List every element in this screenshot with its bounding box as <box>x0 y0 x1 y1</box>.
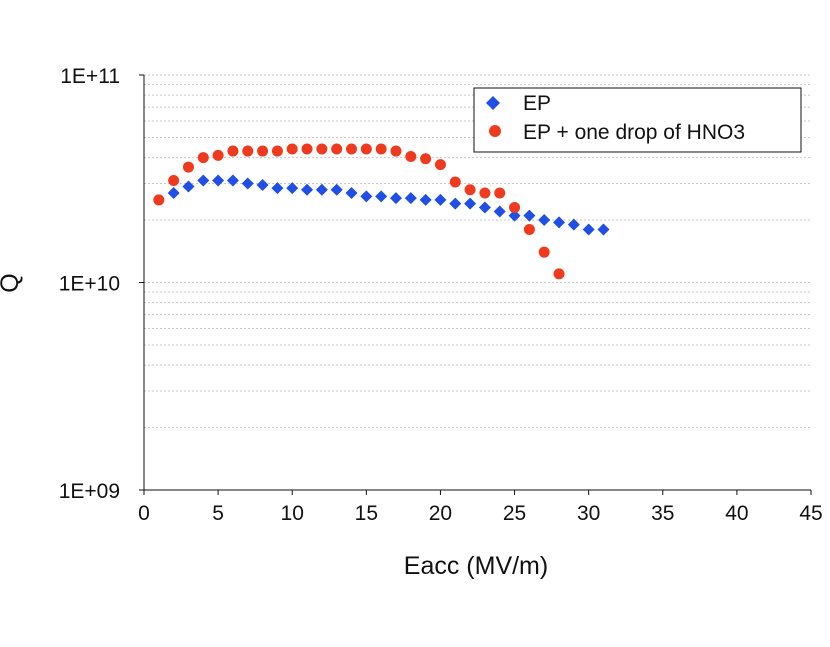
hno3-data-point <box>227 145 239 157</box>
ep-data-point <box>241 177 254 190</box>
y-tick-label: 1E+09 <box>59 480 120 503</box>
hno3-data-point <box>360 143 372 155</box>
legend-box <box>473 87 802 153</box>
hno3-data-point <box>331 143 343 155</box>
x-tick-label: 15 <box>355 502 378 525</box>
ep-data-point <box>434 193 447 206</box>
ep-data-point <box>404 192 417 205</box>
data-points <box>153 143 610 280</box>
hno3-data-point <box>375 143 387 155</box>
axes <box>139 74 812 495</box>
x-tick-label: 35 <box>651 502 674 525</box>
ep-data-point <box>256 179 269 192</box>
x-tick-label: 20 <box>429 502 452 525</box>
hno3-data-point <box>464 184 476 196</box>
ep-data-point <box>597 223 610 236</box>
hno3-data-point <box>346 143 358 155</box>
ep-data-point <box>182 180 195 193</box>
hno3-data-point <box>242 145 254 157</box>
hno3-data-point <box>301 143 313 155</box>
hno3-data-point <box>212 149 224 161</box>
hno3-data-point <box>257 145 269 157</box>
ep-data-point <box>464 197 477 210</box>
ep-data-point <box>419 193 432 206</box>
x-tick-label: 25 <box>503 502 526 525</box>
ep-data-point <box>330 183 343 196</box>
legend: EP EP + one drop of HNO3 <box>473 87 802 153</box>
ep-data-point <box>582 223 595 236</box>
ep-data-point <box>315 183 328 196</box>
ep-data-point <box>212 174 225 187</box>
legend-ep-label: EP <box>523 92 551 115</box>
tick-labels: 0 5 10 15 20 25 30 35 40 45 1E+09 1E+10 1E+11 <box>59 65 823 525</box>
x-tick-label: 30 <box>577 502 600 525</box>
ep-data-point <box>375 190 388 203</box>
x-tick-label: 40 <box>725 502 748 525</box>
hno3-data-point <box>509 201 521 213</box>
x-tick-label: 10 <box>281 502 304 525</box>
ep-data-point <box>508 209 521 222</box>
hno3-data-point <box>523 224 535 236</box>
x-tick-label: 45 <box>799 502 822 525</box>
ep-data-point <box>301 183 314 196</box>
ep-data-point <box>345 186 358 199</box>
hno3-data-point <box>420 153 432 165</box>
x-tick-label: 0 <box>138 502 150 525</box>
hno3-data-point <box>197 152 209 164</box>
ep-data-point <box>538 214 551 227</box>
ep-data-point <box>567 218 580 231</box>
hno3-data-point <box>271 145 283 157</box>
hno3-data-point <box>316 143 328 155</box>
y-tick-label: 1E+11 <box>60 65 120 88</box>
hno3-data-point <box>494 187 506 199</box>
ep-data-point <box>493 205 506 218</box>
ep-data-point <box>553 216 566 229</box>
hno3-data-point <box>286 143 298 155</box>
hno3-data-point <box>405 150 417 162</box>
legend-hno3-marker <box>489 125 501 137</box>
y-axis-title: Q <box>0 273 24 292</box>
ep-data-point <box>167 186 180 199</box>
ep-data-point <box>523 209 536 222</box>
ep-data-point <box>360 190 373 203</box>
y-tick-label: 1E+10 <box>59 273 120 296</box>
hno3-data-point <box>434 159 446 171</box>
x-axis-title: Eacc (MV/m) <box>404 552 548 580</box>
ep-data-point <box>271 182 284 195</box>
hno3-data-point <box>390 145 402 157</box>
ep-data-point <box>389 192 402 205</box>
ep-data-point <box>226 174 239 187</box>
ep-data-point <box>286 182 299 195</box>
legend-ep-marker <box>486 96 500 110</box>
hno3-data-point <box>449 176 461 188</box>
ep-data-point <box>478 201 491 214</box>
x-tick-label: 5 <box>212 502 224 525</box>
ep-data-point <box>449 197 462 210</box>
hno3-data-point <box>168 175 180 187</box>
hno3-data-point <box>153 194 165 206</box>
hno3-data-point <box>553 268 565 280</box>
hno3-data-point <box>182 161 194 173</box>
legend-hno3-label: EP + one drop of HNO3 <box>523 121 745 144</box>
ep-data-point <box>197 174 210 187</box>
hno3-data-point <box>479 187 491 199</box>
hno3-data-point <box>538 246 550 258</box>
